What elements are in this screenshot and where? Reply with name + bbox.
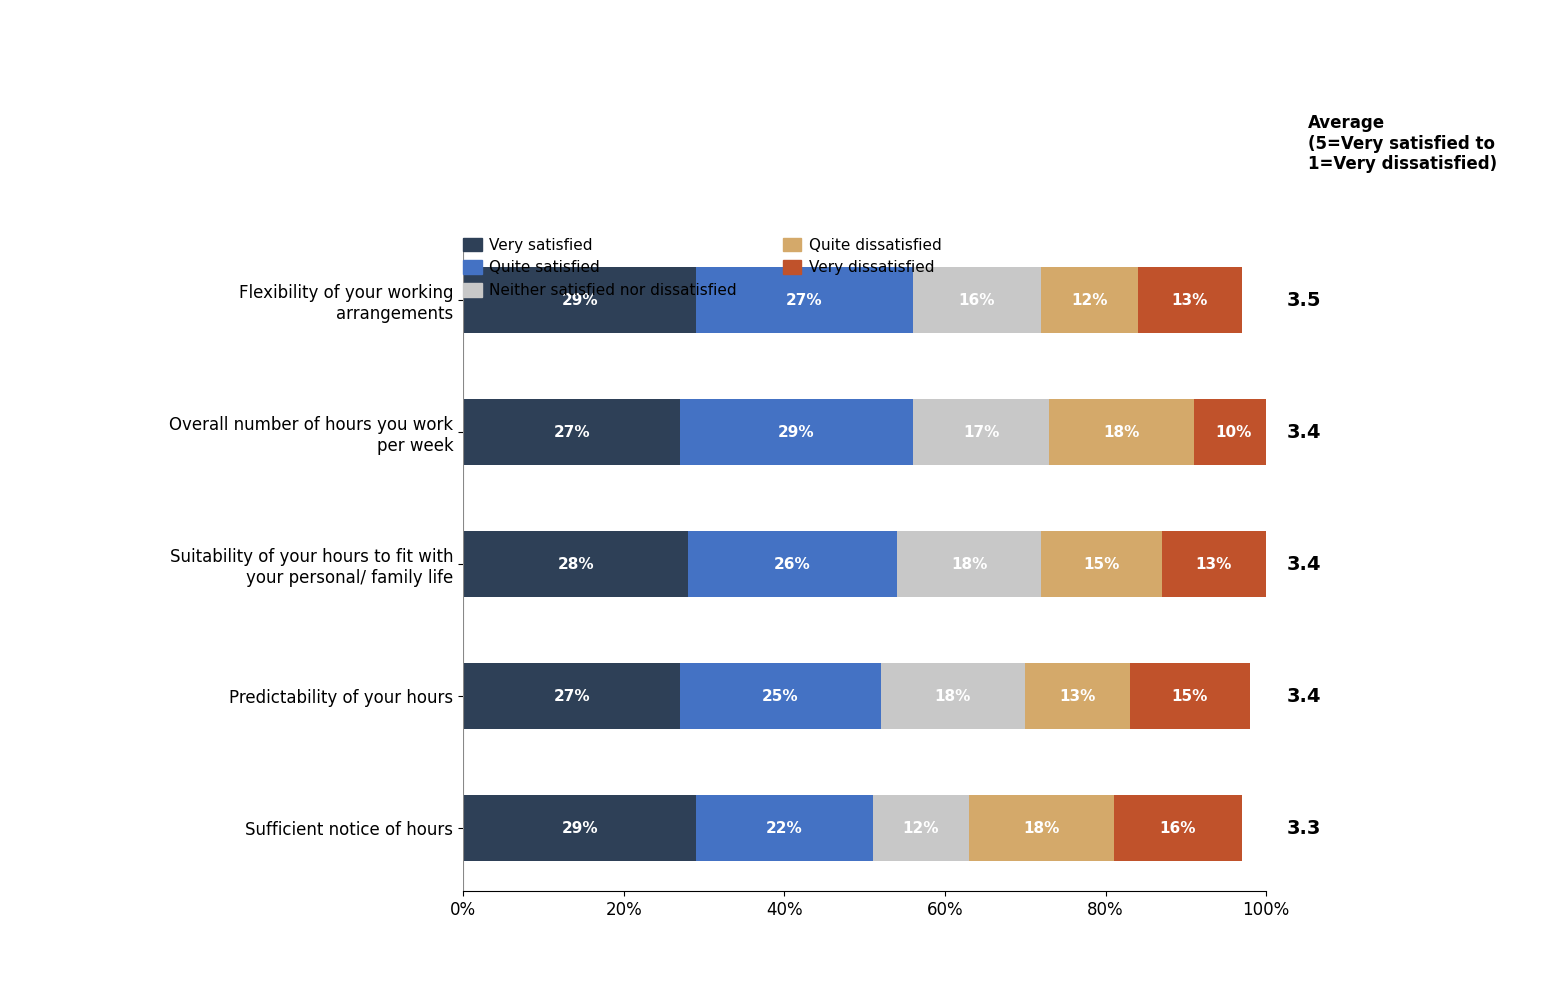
Bar: [1138, 267, 1241, 334]
Text: 16%: 16%: [1160, 821, 1197, 836]
Text: 12%: 12%: [903, 821, 939, 836]
Bar: [696, 795, 872, 861]
Bar: [463, 399, 679, 465]
Bar: [689, 532, 897, 597]
Bar: [463, 663, 679, 730]
Text: 29%: 29%: [562, 821, 598, 836]
Text: 18%: 18%: [951, 556, 987, 572]
Bar: [1113, 795, 1241, 861]
Bar: [1041, 267, 1138, 334]
Text: 27%: 27%: [553, 425, 590, 440]
Legend: Very satisfied, Quite satisfied, Neither satisfied nor dissatisfied, Quite dissa: Very satisfied, Quite satisfied, Neither…: [463, 238, 942, 298]
Bar: [1025, 663, 1130, 730]
Text: 16%: 16%: [959, 293, 996, 308]
Bar: [880, 663, 1025, 730]
Text: 26%: 26%: [774, 556, 811, 572]
Text: 27%: 27%: [553, 689, 590, 704]
Text: 13%: 13%: [1059, 689, 1096, 704]
Text: 10%: 10%: [1215, 425, 1252, 440]
Bar: [463, 267, 696, 334]
Bar: [913, 399, 1050, 465]
Text: 3.4: 3.4: [1286, 554, 1322, 574]
Text: 25%: 25%: [763, 689, 798, 704]
Text: 22%: 22%: [766, 821, 803, 836]
Bar: [1050, 399, 1194, 465]
Text: 3.5: 3.5: [1286, 291, 1322, 310]
Text: 3.4: 3.4: [1286, 687, 1322, 706]
Text: 18%: 18%: [934, 689, 971, 704]
Text: Average
(5=Very satisfied to
1=Very dissatisfied): Average (5=Very satisfied to 1=Very diss…: [1308, 114, 1496, 173]
Bar: [1194, 399, 1274, 465]
Text: 18%: 18%: [1104, 425, 1139, 440]
Text: 3.3: 3.3: [1286, 819, 1322, 838]
Text: 29%: 29%: [778, 425, 815, 440]
Bar: [1041, 532, 1161, 597]
Text: 28%: 28%: [557, 556, 594, 572]
Bar: [1161, 532, 1266, 597]
Bar: [696, 267, 913, 334]
Bar: [913, 267, 1041, 334]
Text: 13%: 13%: [1195, 556, 1232, 572]
Text: 18%: 18%: [1024, 821, 1059, 836]
Bar: [679, 399, 913, 465]
Text: 27%: 27%: [786, 293, 823, 308]
Bar: [872, 795, 970, 861]
Text: 3.4: 3.4: [1286, 423, 1322, 442]
Bar: [463, 795, 696, 861]
Bar: [679, 663, 880, 730]
Text: 29%: 29%: [562, 293, 598, 308]
Bar: [897, 532, 1041, 597]
Bar: [463, 532, 689, 597]
Bar: [970, 795, 1113, 861]
Text: 15%: 15%: [1084, 556, 1119, 572]
Bar: [1130, 663, 1251, 730]
Text: 15%: 15%: [1172, 689, 1207, 704]
Text: 17%: 17%: [963, 425, 999, 440]
Text: 12%: 12%: [1072, 293, 1107, 308]
Text: 13%: 13%: [1172, 293, 1207, 308]
